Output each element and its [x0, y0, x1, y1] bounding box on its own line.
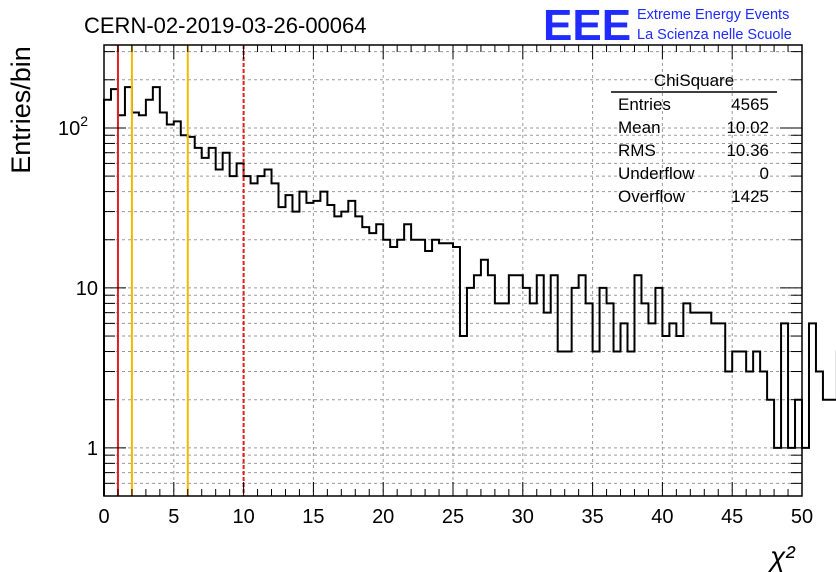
grid [104, 45, 802, 497]
plot-title: CERN-02-2019-03-26-00064 [84, 13, 367, 38]
axes: 0 5 10 15 20 25 30 35 40 45 50 1 10 102 [58, 44, 813, 528]
y-axis-title: Entries/bin [6, 46, 36, 174]
histogram-bins [103, 86, 836, 496]
stats-value: 1425 [731, 187, 769, 206]
x-tick-label: 5 [168, 506, 179, 528]
stats-value: 0 [760, 164, 769, 183]
x-axis-title: χ² [767, 541, 796, 572]
eee-logo: EEE Extreme Energy Events La Scienza nel… [543, 1, 792, 50]
x-tick-label: 10 [232, 506, 254, 528]
stats-label: Entries [618, 95, 671, 114]
stats-label: Underflow [618, 164, 695, 183]
stats-box: ChiSquare Entries 4565 Mean 10.02 RMS 10.36 Un… [611, 71, 777, 206]
x-tick-label: 20 [372, 506, 394, 528]
x-tick-label: 30 [512, 506, 534, 528]
y-tick-label: 102 [58, 113, 88, 140]
y-tick-label: 1 [87, 438, 98, 460]
stats-label: Overflow [618, 187, 686, 206]
threshold-lines [116, 45, 245, 496]
stats-value: 10.02 [726, 118, 769, 137]
stats-value: 4565 [731, 95, 769, 114]
stats-name: ChiSquare [654, 71, 734, 90]
y-tick-label: 10 [76, 278, 98, 300]
logo-mark: EEE [543, 1, 631, 50]
x-tick-label: 45 [721, 506, 743, 528]
x-tick-label: 0 [98, 506, 109, 528]
x-tick-label: 40 [651, 506, 673, 528]
stats-label: RMS [618, 141, 656, 160]
x-tick-label: 50 [791, 506, 813, 528]
logo-line-2: La Scienza nelle Scuole [637, 27, 792, 43]
x-tick-label: 35 [581, 506, 603, 528]
histogram-outline [103, 86, 836, 496]
x-tick-label: 15 [302, 506, 324, 528]
logo-line-1: Extreme Energy Events [637, 7, 789, 23]
stats-value: 10.36 [726, 141, 769, 160]
stats-label: Mean [618, 118, 661, 137]
x-tick-label: 25 [442, 506, 464, 528]
